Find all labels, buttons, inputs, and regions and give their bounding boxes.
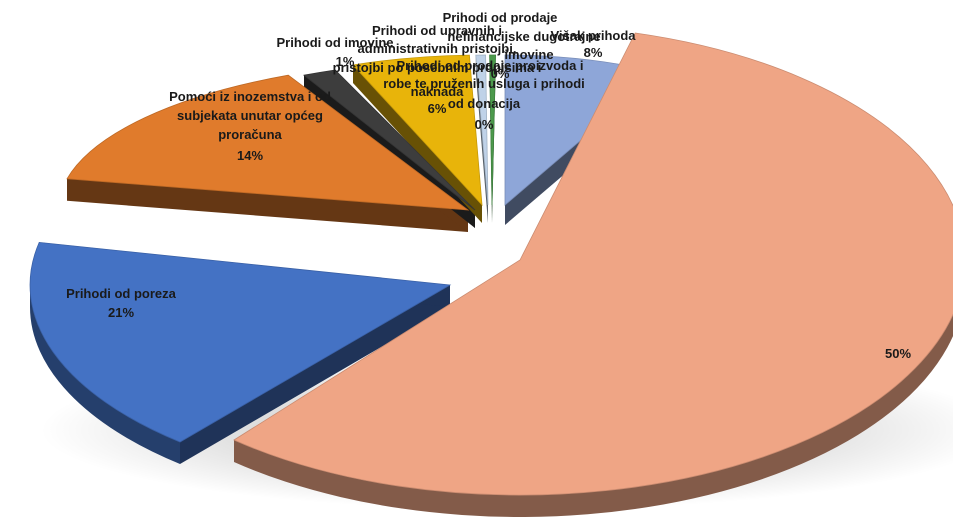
pie-label-22: imovine xyxy=(504,47,553,62)
pie-label-3: subjekata unutar općeg xyxy=(177,108,323,123)
pie-label-11: Prihodi od upravnih i xyxy=(372,23,502,38)
pie-slice-3 xyxy=(66,74,470,211)
pie-slice-7 xyxy=(489,54,497,206)
pie-slice-rim-1-0 xyxy=(234,314,953,517)
pie-slice-side-3-0 xyxy=(67,178,468,232)
pie-slice-side-5-0 xyxy=(353,65,482,223)
pie-label-17: robe te pruženih usluga i prihodi xyxy=(383,76,585,91)
pie-label-7: Višak prihoda xyxy=(550,28,636,43)
pie-label-19: 0% xyxy=(475,117,494,132)
pie-label-14: naknada xyxy=(411,84,465,99)
pie-slice-side-2-0 xyxy=(180,285,450,464)
pie-label-20: Prihodi od prodaje xyxy=(443,10,558,25)
pie-label-1: 21% xyxy=(108,305,134,320)
pie-slice-2 xyxy=(29,241,452,443)
pie-label-0: Prihodi od poreza xyxy=(66,286,177,301)
pie-label-10: 1% xyxy=(336,54,355,69)
pie-label-4: proračuna xyxy=(218,127,282,142)
pie-label-21: nefinancijske dugotrajne xyxy=(447,29,600,44)
pie-slice-1 xyxy=(233,32,953,496)
pie-label-15: 6% xyxy=(428,101,447,116)
pie-slice-rim-2-0 xyxy=(30,285,180,464)
pie-label-18: od donacija xyxy=(448,96,521,111)
pie-label-9: Prihodi od imovine xyxy=(276,35,393,50)
pie-slice-6 xyxy=(475,54,489,206)
pie-slice-5 xyxy=(352,54,483,207)
pie-label-5: 14% xyxy=(237,148,263,163)
pie-tops xyxy=(29,32,953,496)
pie-labels: Prihodi od poreza 21% Pomoći iz inozemstva… xyxy=(66,10,911,361)
pie-label-6: 50% xyxy=(885,346,911,361)
pie-label-2: Pomoći iz inozemstva i od xyxy=(169,89,331,104)
pie-label-12: administrativnih pristojbi, xyxy=(358,41,517,56)
pie-label-16: Prihodi od prodaje proizvoda i xyxy=(396,58,583,73)
pie-slice-4 xyxy=(303,69,476,211)
pie-label-13: pristojbi po posebnim propisima i xyxy=(333,60,542,75)
pie-label-8: 8% xyxy=(584,45,603,60)
pie-label-23: 0% xyxy=(491,66,510,81)
